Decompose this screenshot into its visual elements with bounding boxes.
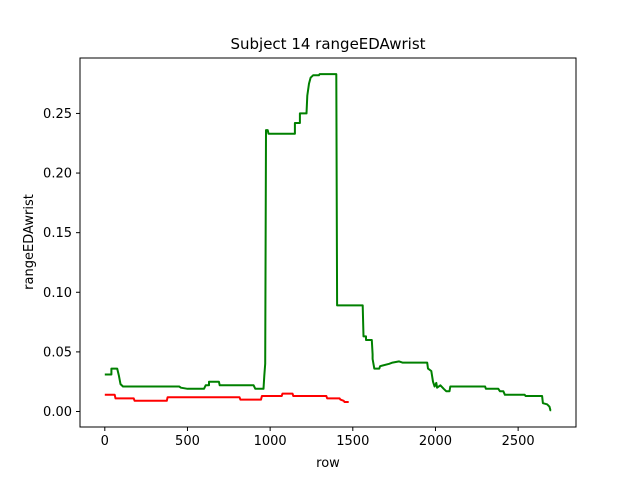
x-tick-label: 500 bbox=[175, 434, 200, 449]
y-axis: 0.00 0.05 0.10 0.15 0.20 0.25 bbox=[43, 107, 80, 420]
axes-frame bbox=[79, 57, 577, 428]
y-tick-label: 0.05 bbox=[43, 345, 72, 360]
series-line-2 bbox=[104, 392, 349, 403]
x-axis-label: row bbox=[316, 456, 340, 471]
series-line-1 bbox=[104, 73, 552, 412]
x-tick-label: 1000 bbox=[254, 434, 287, 449]
x-tick-label: 2000 bbox=[419, 434, 452, 449]
y-tick-label: 0.20 bbox=[43, 167, 72, 182]
y-tick-label: 0.15 bbox=[43, 226, 72, 241]
y-tick-label: 0.10 bbox=[43, 286, 72, 301]
x-axis: 0 500 1000 1500 2000 2500 bbox=[101, 427, 535, 449]
y-tick-label: 0.00 bbox=[43, 405, 72, 420]
plot-area bbox=[80, 58, 576, 427]
chart-title: Subject 14 rangeEDAwrist bbox=[230, 35, 425, 53]
series-layer bbox=[104, 73, 552, 412]
y-tick-label: 0.25 bbox=[43, 107, 72, 122]
x-tick-label: 2500 bbox=[502, 434, 535, 449]
y-axis-label: rangeEDAwrist bbox=[22, 194, 37, 290]
x-tick-label: 0 bbox=[101, 434, 109, 449]
x-tick-label: 1500 bbox=[336, 434, 369, 449]
